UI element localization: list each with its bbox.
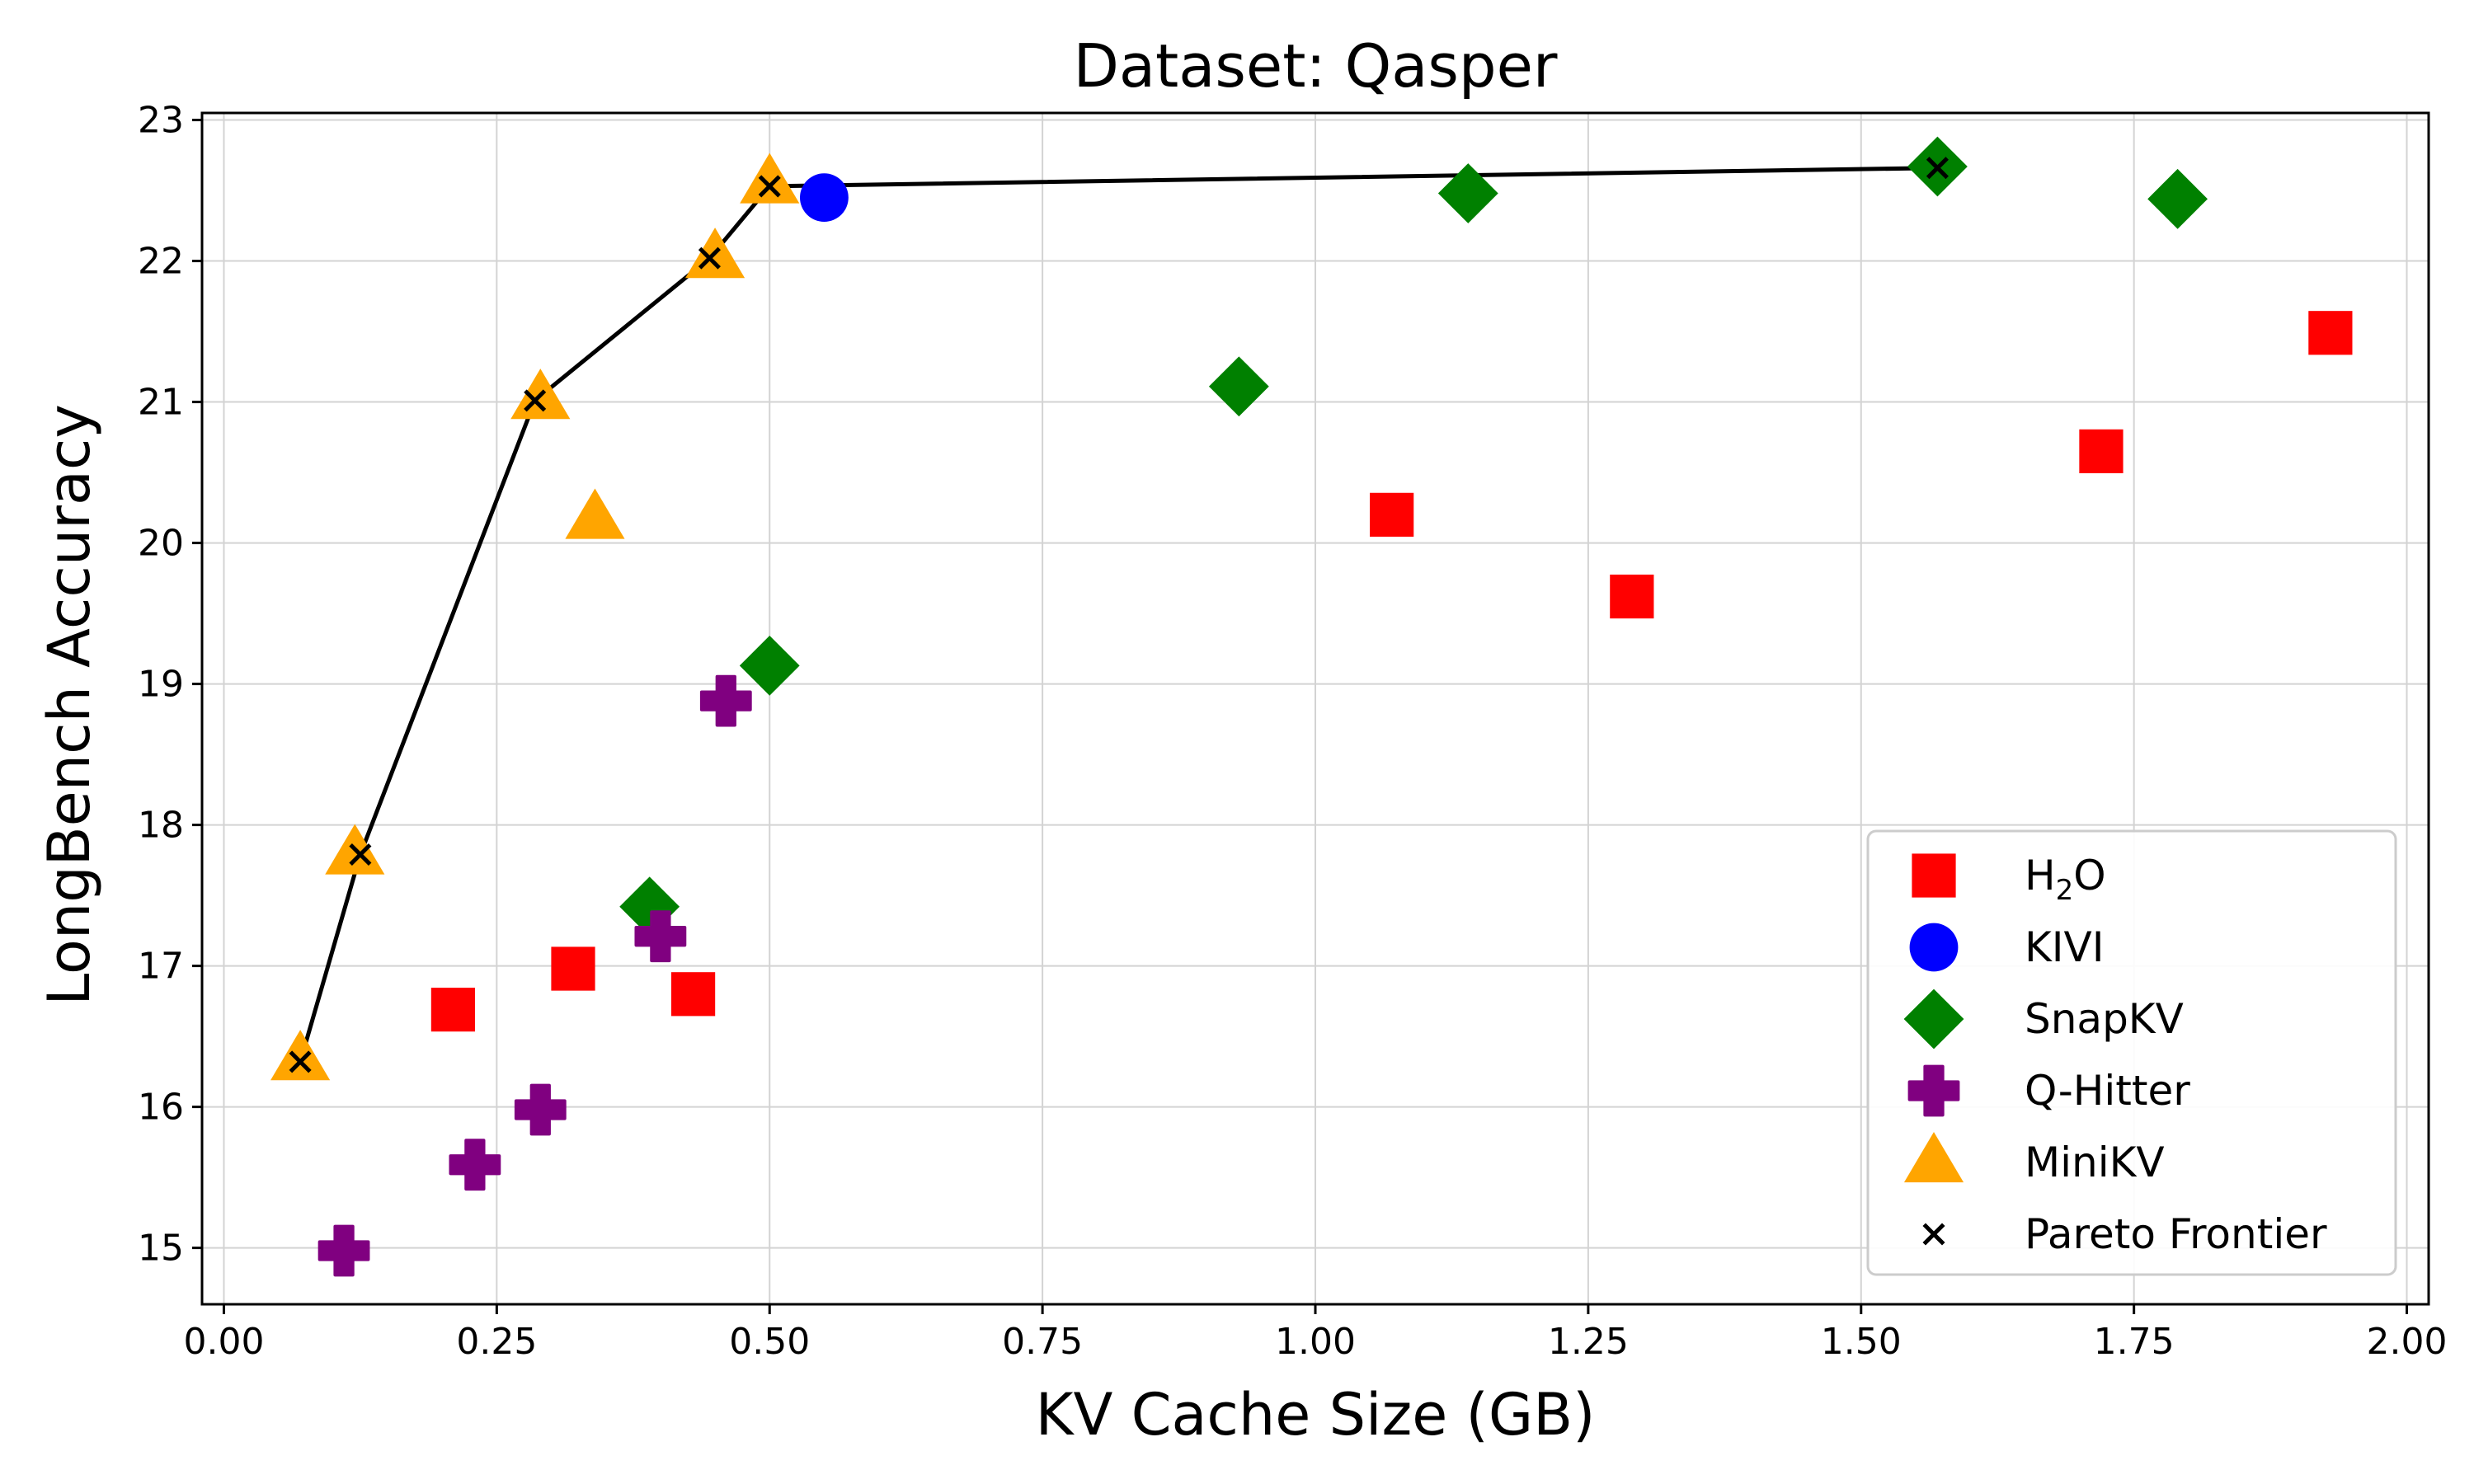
- x-tick-label: 0.75: [1002, 1321, 1083, 1363]
- pareto-frontier-point: [1926, 157, 1949, 180]
- pareto-frontier-point: [349, 843, 372, 866]
- h2o-point: [430, 987, 476, 1032]
- x-tick-label: 1.00: [1275, 1321, 1356, 1363]
- legend-marker-q-hitter: [1907, 1064, 1960, 1117]
- y-tick-label: 21: [138, 382, 184, 424]
- legend-label-pareto-frontier: Pareto Frontier: [2025, 1210, 2327, 1258]
- minikv-point: [565, 488, 625, 539]
- snapkv-point: [1208, 356, 1269, 417]
- x-marker-stroke: [289, 1050, 312, 1073]
- q-hitter-point: [514, 1083, 567, 1136]
- y-tick-label: 19: [138, 664, 184, 706]
- axis-ticks: 0.00 0.25 0.50 0.75 1.00 1.25 1.50 1.75 2.00 15 16…: [138, 100, 2448, 1363]
- h2o-point: [2308, 311, 2353, 355]
- legend-label-q-hitter: Q-Hitter: [2025, 1067, 2190, 1115]
- q-hitter-point: [317, 1224, 370, 1277]
- x-marker-stroke: [349, 843, 372, 866]
- x-tick-label: 0.00: [183, 1321, 264, 1363]
- snapkv-point: [619, 876, 680, 937]
- pareto-frontier-line: [298, 166, 1938, 1063]
- snapkv-point: [2147, 168, 2208, 229]
- legend-label-kivi: KIVI: [2025, 923, 2104, 971]
- pareto-frontier-point: [698, 247, 721, 270]
- q-hitter-point: [699, 674, 752, 727]
- x-marker-stroke: [1922, 1223, 1945, 1246]
- legend-marker-kivi: [1909, 923, 1959, 972]
- legend-label-tail: O: [2073, 852, 2105, 899]
- legend-item-q-hitter: Q-Hitter: [1907, 1064, 2190, 1117]
- pareto-frontier-point: [524, 389, 547, 412]
- kivi-point: [800, 173, 849, 223]
- pareto-frontier-line-layer: [298, 166, 1938, 1063]
- legend-item-h2o: H2O: [1912, 852, 2106, 907]
- y-tick-label: 23: [138, 100, 184, 142]
- legend-item-snapkv: SnapKV: [1903, 989, 2184, 1050]
- x-marker-stroke: [524, 389, 547, 412]
- legend-marker-minikv: [1903, 1131, 1964, 1183]
- legend-label-h2o: H2O: [2025, 852, 2106, 907]
- x-tick-label: 1.75: [2094, 1321, 2175, 1363]
- y-tick-label: 17: [138, 946, 184, 988]
- snapkv-point: [1437, 163, 1498, 223]
- x-marker-stroke: [1926, 157, 1949, 180]
- y-axis-label: LongBench Accuracy: [35, 404, 103, 1006]
- x-tick-label: 1.50: [1821, 1321, 1902, 1363]
- chart-title: Dataset: Qasper: [1073, 31, 1557, 101]
- x-tick-label: 0.25: [456, 1321, 537, 1363]
- h2o-point: [1610, 574, 1654, 619]
- minikv-point: [740, 153, 800, 204]
- legend-item-minikv: MiniKV: [1903, 1131, 2165, 1186]
- legend-items: H2O KIVI SnapKV Q-Hitter MiniKV Pareto Fronti…: [1903, 852, 2327, 1258]
- pareto-frontier-point: [289, 1050, 312, 1073]
- minikv-point: [270, 1030, 331, 1081]
- y-tick-label: 18: [138, 805, 184, 847]
- pareto-frontier-point: [758, 175, 781, 198]
- legend-label-base: H: [2025, 852, 2056, 899]
- legend-marker-snapkv: [1903, 989, 1964, 1050]
- y-tick-label: 20: [138, 523, 184, 565]
- legend-label-minikv: MiniKV: [2025, 1139, 2165, 1186]
- x-tick-label: 2.00: [2367, 1321, 2448, 1363]
- snapkv-point: [739, 635, 800, 696]
- pareto-frontier-markers: [289, 157, 1949, 1073]
- x-marker-stroke: [758, 175, 781, 198]
- h2o-point: [551, 946, 595, 991]
- x-marker-stroke: [698, 247, 721, 270]
- y-tick-label: 15: [138, 1228, 184, 1270]
- legend-label-snapkv: SnapKV: [2025, 995, 2184, 1043]
- legend-item-pareto-frontier: Pareto Frontier: [1922, 1210, 2327, 1258]
- y-tick-label: 22: [138, 241, 184, 283]
- q-hitter-point: [449, 1139, 501, 1191]
- legend-box: [1866, 829, 2397, 1276]
- legend-marker-pareto-frontier: [1922, 1223, 1945, 1246]
- h2o-point: [1370, 492, 1414, 537]
- y-tick-label: 16: [138, 1087, 184, 1129]
- legend-label-subscript: 2: [2056, 874, 2074, 907]
- legend: H2O KIVI SnapKV Q-Hitter MiniKV Pareto Fronti…: [1866, 829, 2397, 1276]
- q-hitter-point: [634, 910, 687, 963]
- legend-marker-h2o: [1912, 853, 1956, 898]
- legend-item-kivi: KIVI: [1909, 923, 2104, 972]
- x-axis-label: KV Cache Size (GB): [1036, 1381, 1596, 1449]
- h2o-point: [2079, 429, 2124, 474]
- x-tick-label: 1.25: [1548, 1321, 1629, 1363]
- h2o-point: [670, 972, 716, 1017]
- x-tick-label: 0.50: [729, 1321, 810, 1363]
